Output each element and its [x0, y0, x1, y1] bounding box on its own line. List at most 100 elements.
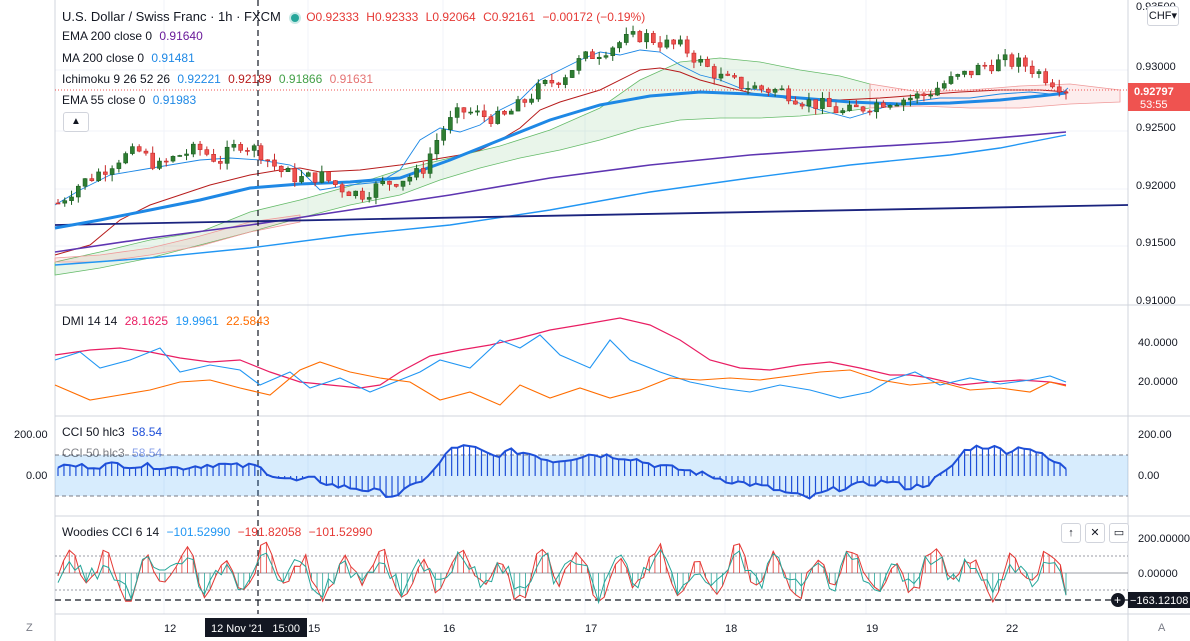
candle — [691, 50, 697, 69]
candle — [495, 106, 501, 125]
candle — [434, 133, 440, 161]
cci-line — [57, 444, 1067, 500]
woodies-tick-1: 0.00000 — [1138, 568, 1178, 580]
candle — [921, 92, 927, 102]
time-crosshair-label: 12 Nov '21 15:00 — [211, 623, 300, 635]
dmi-tick-1: 20.0000 — [1138, 376, 1178, 388]
candle — [191, 141, 196, 158]
ema55-line — [54, 90, 1067, 230]
collapse-legend-button[interactable]: ▲ — [63, 112, 89, 132]
currency-button[interactable]: CHF▾ — [1147, 6, 1179, 26]
candle — [901, 97, 906, 111]
legend-ichimoku-label: Ichimoku 9 26 52 26 — [62, 72, 171, 86]
candle — [427, 147, 433, 179]
cci-right-tick-0: 200.00 — [1138, 429, 1172, 441]
price-tick-5: 0.91000 — [1136, 295, 1176, 307]
candle — [664, 34, 670, 50]
candle — [488, 114, 494, 127]
chevron-up-icon: ▲ — [71, 116, 81, 127]
candle — [109, 165, 115, 182]
candle — [272, 153, 277, 171]
candle — [1050, 79, 1055, 89]
candle — [82, 178, 88, 190]
candle — [617, 40, 622, 53]
candle — [380, 176, 386, 186]
legend-woodies-value-1: −191.82058 — [237, 525, 302, 539]
ohlc-open: O0.92333 — [306, 10, 359, 24]
candle — [637, 29, 643, 43]
candle — [55, 198, 61, 205]
candle — [481, 104, 487, 122]
ohlc-high: H0.92333 — [366, 10, 419, 24]
cci-band — [55, 455, 1128, 496]
candle — [157, 157, 162, 171]
candle — [590, 48, 595, 60]
candle — [542, 79, 548, 87]
legend-dmi[interactable]: DMI 14 14 28.1625 19.9961 22.5843 — [62, 314, 274, 329]
candle — [1023, 55, 1028, 72]
candle — [441, 126, 446, 146]
candle — [698, 55, 703, 66]
candle — [894, 102, 900, 107]
candlestick-series — [55, 25, 1069, 207]
candle — [772, 87, 778, 97]
candle — [454, 103, 460, 124]
price-tick-1: 0.93000 — [1136, 61, 1176, 73]
legend-cci[interactable]: CCI 50 hlc3 58.54 — [62, 425, 166, 440]
maximize-icon: ▭ — [1113, 527, 1125, 539]
candle — [245, 147, 250, 156]
candle — [123, 151, 128, 165]
symbol-title[interactable]: U.S. Dollar / Swiss Franc · 1h · FXCM — [62, 9, 281, 24]
candle — [211, 148, 216, 163]
candle — [502, 110, 507, 116]
candle — [508, 108, 514, 115]
last-price-countdown: 53:55 — [1140, 99, 1168, 111]
woodies-turbo-line — [57, 548, 1067, 605]
legend-woodies[interactable]: Woodies CCI 6 14 −101.52990 −191.82058 −… — [62, 525, 376, 540]
market-open-dot-icon — [290, 13, 299, 22]
dmi-minus-line — [54, 334, 1067, 399]
ichimoku-kijun-line — [54, 67, 1069, 256]
candle — [881, 100, 886, 108]
candle — [928, 90, 933, 99]
candle — [651, 30, 656, 45]
candle — [285, 166, 291, 172]
candle — [96, 168, 101, 182]
candle — [258, 143, 264, 165]
legend-ema55[interactable]: EMA 55 close 0 0.91983 — [62, 93, 200, 108]
ohlc-change: −0.00172 (−0.19%) — [542, 10, 646, 24]
candle — [312, 172, 318, 187]
legend-cci-label: CCI 50 hlc3 — [62, 425, 125, 439]
time-tick-4: 18 — [725, 623, 737, 635]
candle — [1043, 68, 1049, 86]
cci-left-tick-0: 200.00 — [14, 429, 48, 441]
candle — [468, 107, 473, 115]
log-scale-toggle[interactable]: Z — [26, 622, 33, 634]
candle — [996, 54, 1001, 72]
auto-scale-toggle[interactable]: A — [1158, 622, 1166, 634]
close-pane-button[interactable]: ✕ — [1085, 523, 1105, 543]
legend-ema200[interactable]: EMA 200 close 0 0.91640 — [62, 29, 207, 44]
candle — [461, 107, 467, 120]
candle — [299, 170, 304, 184]
cci-histogram — [57, 445, 1067, 499]
candle — [319, 165, 325, 184]
time-crosshair-tag — [205, 618, 307, 637]
candle — [826, 91, 832, 107]
price-tick-4: 0.91500 — [1136, 237, 1176, 249]
candle — [400, 180, 406, 191]
candle — [908, 94, 913, 107]
legend-woodies-label: Woodies CCI 6 14 — [62, 525, 160, 539]
woodies-crosshair-tag — [1128, 592, 1190, 608]
time-tick-5: 19 — [866, 623, 878, 635]
price-tick-3: 0.92000 — [1136, 180, 1176, 192]
candle — [596, 52, 602, 65]
legend-cci-ghost-label: CCI 50 hlc3 — [62, 446, 125, 460]
legend-ichimoku[interactable]: Ichimoku 9 26 52 26 0.92221 0.92189 0.91… — [62, 72, 377, 87]
legend-ma200[interactable]: MA 200 close 0 0.91481 — [62, 51, 199, 66]
candle — [610, 46, 616, 61]
move-pane-up-button[interactable]: ↑ — [1061, 523, 1081, 543]
candle — [414, 164, 419, 181]
maximize-pane-button[interactable]: ▭ — [1109, 523, 1129, 543]
